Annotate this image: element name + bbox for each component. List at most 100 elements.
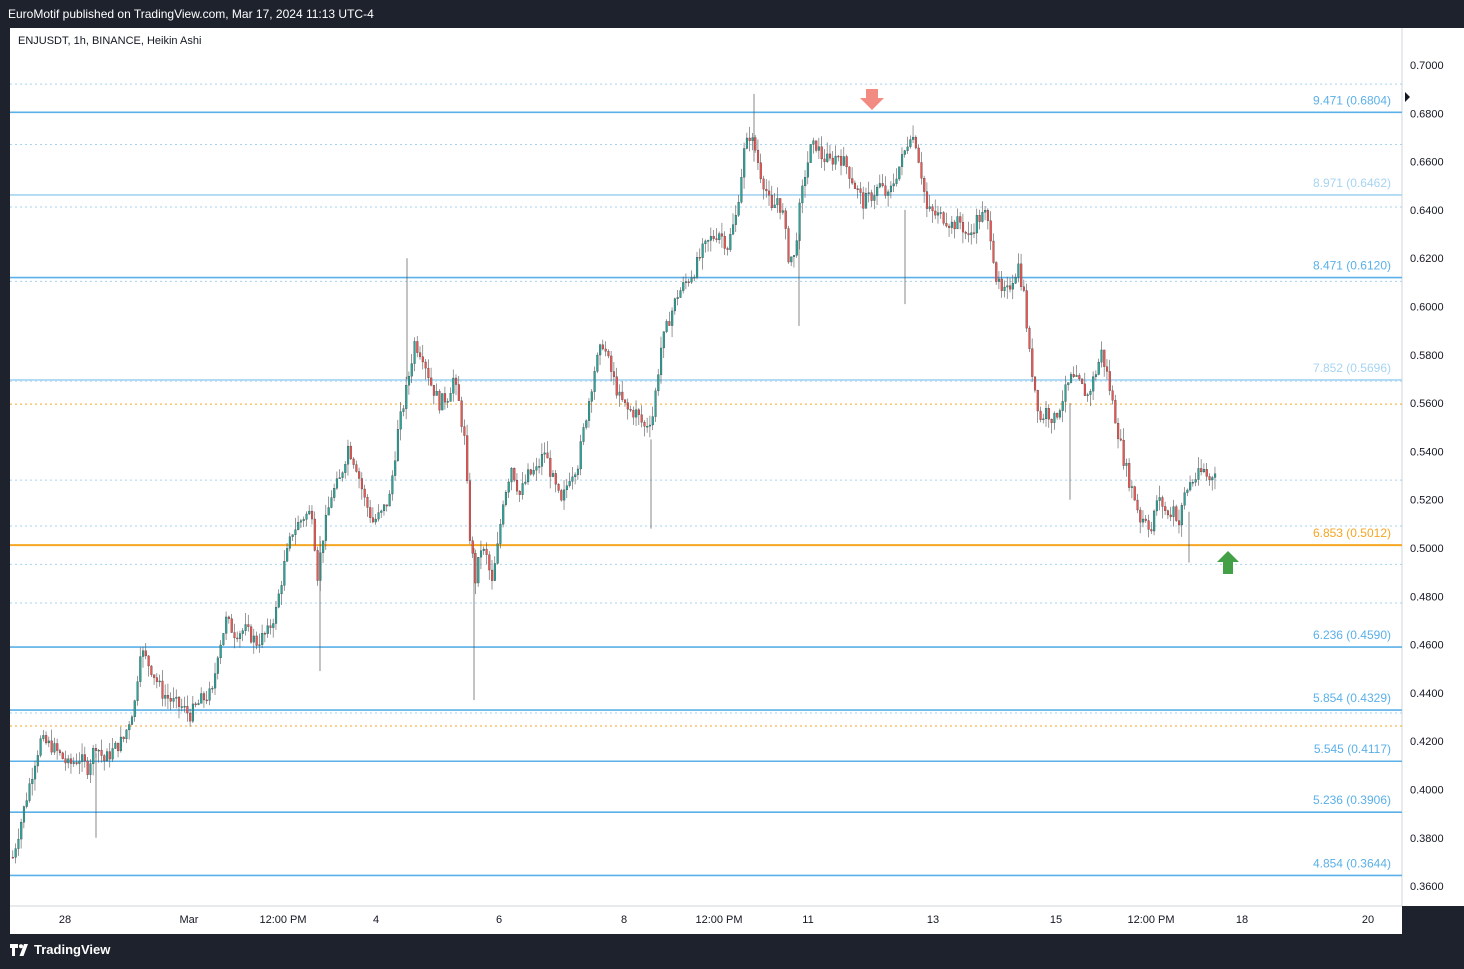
candle-body: [898, 166, 901, 180]
candle-body: [546, 452, 549, 459]
candle-body: [635, 409, 638, 418]
candle-body: [773, 204, 776, 209]
candle-body: [912, 136, 915, 140]
candle-body: [1050, 419, 1053, 423]
x-tick-label: 4: [373, 914, 379, 926]
candle-body: [47, 740, 50, 744]
candle-body: [421, 356, 424, 363]
candle-body: [1147, 520, 1150, 530]
candle-body: [842, 156, 845, 166]
candle-body: [851, 178, 854, 184]
tradingview-logo-icon: [10, 943, 28, 956]
candle-body: [726, 248, 729, 250]
candle-body: [1061, 401, 1064, 411]
candle-body: [585, 420, 588, 428]
candle-body: [745, 137, 748, 149]
time-axis[interactable]: [10, 906, 1402, 934]
candle-body: [75, 762, 78, 764]
candle-body: [859, 188, 862, 193]
candle-body: [646, 426, 649, 428]
candle-body: [402, 408, 405, 412]
candle-body: [1053, 413, 1056, 423]
candle-body: [164, 695, 167, 699]
candle-body: [707, 240, 710, 242]
candle-body: [654, 390, 657, 417]
candle-body: [906, 146, 909, 151]
candle-body: [549, 457, 552, 477]
candle-body: [873, 195, 876, 201]
level-label: 4.854 (0.3644): [1313, 856, 1391, 870]
candle-body: [801, 185, 804, 204]
candle-body: [665, 321, 668, 332]
candle-body: [427, 367, 430, 379]
candle-body: [953, 221, 956, 230]
candle-body: [748, 137, 751, 141]
candle-body: [1180, 505, 1183, 526]
x-tick-label: 12:00 PM: [695, 914, 742, 926]
level-label: 5.236 (0.3906): [1313, 793, 1391, 807]
candle-body: [543, 452, 546, 455]
candle-body: [840, 156, 843, 166]
candle-body: [715, 238, 718, 240]
chart-frame[interactable]: [10, 28, 1402, 906]
candle-body: [1017, 263, 1020, 278]
candle-body: [139, 656, 142, 682]
candle-body: [1150, 529, 1153, 532]
candle-body: [515, 480, 519, 492]
candle-body: [477, 557, 480, 584]
candle-body: [153, 674, 156, 678]
candle-body: [787, 228, 790, 263]
tradingview-logo[interactable]: TradingView: [10, 942, 110, 957]
candle-body: [831, 157, 834, 165]
candle-body: [834, 155, 837, 165]
candle-body: [1042, 418, 1045, 421]
candle-body: [432, 385, 435, 396]
candle-body: [765, 188, 768, 192]
candle-body: [225, 616, 228, 634]
price-axis[interactable]: [1402, 28, 1464, 906]
candle-body: [150, 665, 153, 675]
candle-body: [305, 513, 308, 520]
candle-body: [86, 760, 89, 775]
candle-body: [466, 435, 469, 481]
candle-body: [1197, 468, 1200, 480]
level-label: 5.854 (0.4329): [1313, 691, 1391, 705]
candle-body: [238, 633, 242, 639]
candle-body: [795, 240, 798, 256]
candle-body: [618, 391, 621, 396]
y-tick-label: 0.5000: [1410, 543, 1444, 555]
candle-body: [1009, 285, 1012, 290]
candle-body: [599, 344, 602, 356]
level-label: 6.236 (0.4590): [1313, 628, 1391, 642]
candle-body: [552, 473, 555, 477]
candle-body: [557, 484, 560, 491]
candle-body: [887, 191, 890, 196]
candle-body: [106, 751, 109, 762]
candle-body: [989, 220, 992, 242]
candle-body: [1000, 278, 1003, 291]
candle-body: [189, 712, 192, 722]
candle-body: [596, 354, 599, 372]
candle-body: [1069, 374, 1073, 383]
candle-body: [995, 262, 998, 282]
candle-body: [554, 473, 557, 485]
candle-body: [81, 754, 84, 762]
candle-body: [1142, 518, 1145, 523]
candle-body: [540, 454, 544, 467]
candle-body: [845, 156, 848, 168]
candle-body: [1122, 439, 1125, 466]
candle-body: [676, 297, 679, 299]
candle-body: [604, 348, 607, 352]
candle-body: [114, 742, 117, 749]
candle-body: [474, 553, 477, 584]
candle-body: [1191, 482, 1194, 484]
candle-body: [1144, 518, 1147, 521]
x-tick-label: 20: [1362, 914, 1374, 926]
candle-body: [1083, 383, 1086, 396]
candle-body: [507, 481, 510, 493]
candle-body: [601, 344, 604, 350]
y-tick-label: 0.4600: [1410, 640, 1444, 652]
candle-body: [939, 212, 942, 214]
candle-body: [20, 822, 23, 840]
